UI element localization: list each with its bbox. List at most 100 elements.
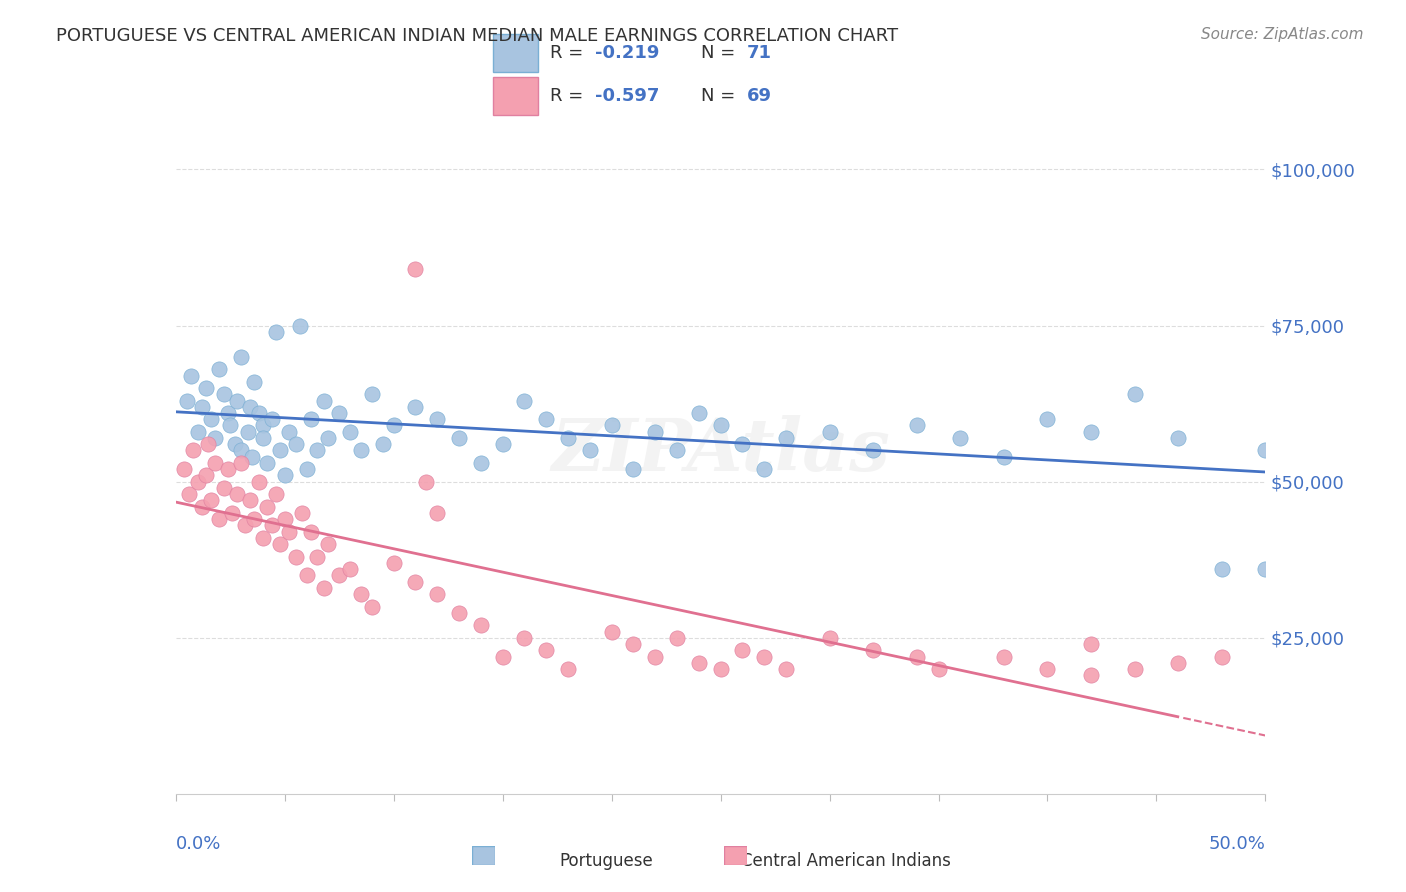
Point	[688, 656, 710, 670]
Point	[666, 443, 689, 458]
Point	[204, 431, 226, 445]
Text: 71: 71	[747, 44, 772, 62]
Point	[235, 518, 257, 533]
Point	[176, 393, 198, 408]
Point	[299, 412, 322, 426]
Point	[350, 587, 373, 601]
Point	[173, 462, 195, 476]
Point	[260, 518, 283, 533]
Point	[195, 468, 218, 483]
Point	[1080, 668, 1102, 682]
Text: 50.0%: 50.0%	[1209, 835, 1265, 853]
Point	[1211, 562, 1233, 576]
Point	[274, 512, 297, 526]
Point	[278, 425, 301, 439]
Point	[269, 443, 291, 458]
Point	[928, 662, 950, 676]
Point	[534, 412, 557, 426]
Text: 0.0%: 0.0%	[176, 835, 221, 853]
Point	[557, 431, 579, 445]
Text: R =: R =	[550, 87, 589, 105]
Point	[197, 437, 219, 451]
Point	[284, 549, 307, 564]
Point	[274, 468, 297, 483]
Point	[328, 406, 350, 420]
Point	[180, 368, 202, 383]
Point	[295, 462, 318, 476]
Point	[818, 631, 841, 645]
Point	[200, 493, 222, 508]
Point	[447, 606, 470, 620]
Point	[993, 649, 1015, 664]
Point	[299, 524, 322, 539]
Text: Central American Indians: Central American Indians	[741, 852, 950, 871]
Point	[426, 587, 449, 601]
Point	[231, 350, 253, 364]
Point	[513, 393, 536, 408]
Point	[212, 481, 235, 495]
Point	[284, 437, 307, 451]
Point	[644, 425, 666, 439]
Point	[905, 649, 928, 664]
Point	[513, 631, 536, 645]
Point	[217, 406, 239, 420]
Point	[688, 406, 710, 420]
Point	[177, 487, 200, 501]
Point	[621, 462, 644, 476]
Text: R =: R =	[550, 44, 589, 62]
Text: 69: 69	[747, 87, 772, 105]
Point	[200, 412, 222, 426]
Point	[492, 437, 515, 451]
Point	[949, 431, 972, 445]
Point	[1123, 662, 1146, 676]
Point	[247, 475, 270, 489]
Point	[644, 649, 666, 664]
Point	[360, 387, 382, 401]
Point	[775, 662, 797, 676]
Point	[264, 325, 287, 339]
Text: ZIPAtlas: ZIPAtlas	[551, 415, 890, 486]
Point	[181, 443, 204, 458]
Point	[579, 443, 602, 458]
Point	[1080, 637, 1102, 651]
Point	[666, 631, 689, 645]
Point	[339, 562, 361, 576]
Point	[731, 437, 754, 451]
Point	[252, 531, 274, 545]
Point	[239, 493, 262, 508]
Point	[862, 643, 884, 657]
Point	[225, 393, 247, 408]
Point	[195, 381, 218, 395]
Point	[557, 662, 579, 676]
Point	[256, 456, 278, 470]
Point	[993, 450, 1015, 464]
Point	[186, 475, 209, 489]
Point	[710, 418, 733, 433]
Point	[208, 512, 231, 526]
Point	[291, 506, 314, 520]
Point	[312, 581, 335, 595]
Point	[405, 262, 427, 277]
Point	[600, 418, 623, 433]
Point	[426, 412, 449, 426]
Point	[312, 393, 335, 408]
Point	[269, 537, 291, 551]
Point	[470, 456, 492, 470]
Text: PORTUGUESE VS CENTRAL AMERICAN INDIAN MEDIAN MALE EARNINGS CORRELATION CHART: PORTUGUESE VS CENTRAL AMERICAN INDIAN ME…	[56, 27, 898, 45]
Point	[818, 425, 841, 439]
Point	[1254, 443, 1277, 458]
Point	[239, 400, 262, 414]
Point	[236, 425, 259, 439]
Point	[225, 487, 247, 501]
Point	[191, 400, 214, 414]
Text: Source: ZipAtlas.com: Source: ZipAtlas.com	[1201, 27, 1364, 42]
Point	[600, 624, 623, 639]
FancyBboxPatch shape	[492, 34, 538, 71]
Point	[307, 443, 329, 458]
Point	[360, 599, 382, 614]
Point	[426, 506, 449, 520]
Point	[204, 456, 226, 470]
Point	[775, 431, 797, 445]
Point	[224, 437, 246, 451]
Point	[1036, 412, 1059, 426]
